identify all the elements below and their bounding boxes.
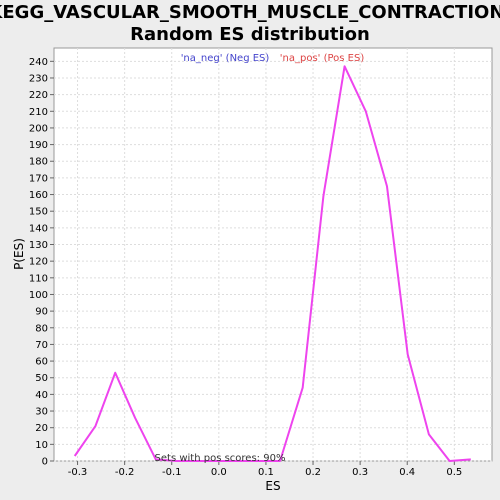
y-tick-label: 130 (29, 240, 48, 251)
x-tick-label: -0.2 (115, 467, 135, 478)
y-tick-label: 120 (29, 257, 48, 268)
legend-pos-es: 'na_pos' (Pos ES) (280, 53, 365, 64)
y-tick-label: 210 (29, 107, 48, 118)
es-distribution-line (73, 65, 471, 462)
y-tick-label: 50 (35, 373, 48, 384)
y-tick-label: 40 (35, 390, 48, 401)
y-tick-label: 0 (42, 457, 48, 468)
y-tick-label: 20 (35, 423, 48, 434)
y-tick-label: 140 (29, 223, 48, 234)
y-tick-label: 160 (29, 190, 48, 201)
y-tick-label: 70 (35, 340, 48, 351)
y-tick-label: 190 (29, 140, 48, 151)
x-tick-label: 0.2 (305, 467, 321, 478)
chart-title-line-1: KEGG_VASCULAR_SMOOTH_MUSCLE_CONTRACTION: (0, 2, 500, 23)
x-tick-label: -0.1 (162, 467, 182, 478)
x-axis-ticks: -0.3 -0.2 -0.1 0.0 0.1 0.2 0.3 0.4 0.5 (68, 461, 462, 478)
x-tick-label: -0.3 (68, 467, 88, 478)
y-tick-label: 240 (29, 57, 48, 68)
y-tick-label: 230 (29, 73, 48, 84)
y-tick-label: 60 (35, 357, 48, 368)
y-tick-label: 170 (29, 173, 48, 184)
y-tick-label: 90 (35, 307, 48, 318)
y-axis-ticks: 0 10 20 30 40 50 60 70 80 90 100 110 120 130 140 150 160… (29, 57, 54, 468)
y-axis-label: P(ES) (12, 238, 26, 270)
y-tick-label: 100 (29, 290, 48, 301)
y-tick-label: 110 (29, 273, 48, 284)
x-tick-label: 0.0 (211, 467, 227, 478)
plot-area (53, 47, 493, 462)
x-tick-label: 0.5 (446, 467, 462, 478)
y-tick-label: 10 (35, 440, 48, 451)
y-tick-label: 150 (29, 207, 48, 218)
y-tick-label: 220 (29, 90, 48, 101)
x-axis-label: ES (265, 479, 280, 493)
grid-lines (54, 48, 492, 462)
legend-neg-es: 'na_neg' (Neg ES) (181, 53, 270, 64)
y-tick-label: 30 (35, 407, 48, 418)
y-tick-label: 80 (35, 323, 48, 334)
y-tick-label: 200 (29, 123, 48, 134)
y-tick-label: 180 (29, 157, 48, 168)
x-tick-label: 0.4 (399, 467, 415, 478)
pos-score-annotation: Sets with pos scores: 90% (155, 453, 286, 464)
chart-title-line-2: Random ES distribution (130, 24, 370, 45)
x-tick-label: 0.1 (258, 467, 274, 478)
series-group (73, 65, 471, 462)
x-tick-label: 0.3 (352, 467, 368, 478)
